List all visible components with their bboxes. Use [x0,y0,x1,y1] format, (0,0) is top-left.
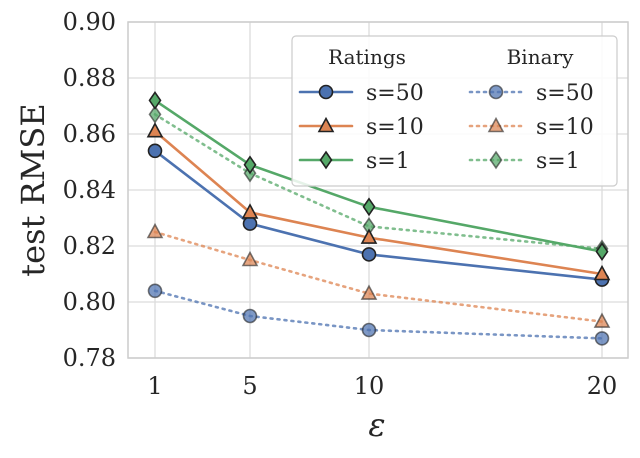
legend-entry: s=10 [298,115,424,140]
series-layer [146,90,611,346]
legend-marker [317,116,335,133]
legend-marker [318,84,334,100]
y-tick-label: 0.82 [63,232,116,260]
y-tick-label: 0.84 [63,176,116,204]
legend-marker [488,84,504,100]
plot-frame [127,21,629,359]
series-line [153,113,604,251]
data-point [242,216,258,231]
grid [128,21,628,359]
legend-label: s=10 [366,115,424,140]
legend-entry: s=10 [468,115,594,140]
legend-entry: s=50 [298,81,424,106]
data-point [241,203,259,219]
series-line [153,149,604,281]
legend-entries: s=50 s=10 s=1 s=50 s=10 s=1 [298,81,594,174]
series-line [153,289,604,340]
data-point [243,155,257,175]
legend-label: s=1 [536,149,580,174]
y-tick-label: 0.88 [63,64,116,92]
data-point [146,222,164,239]
data-point [147,283,163,299]
y-tick-label: 0.86 [63,120,116,148]
data-point [361,247,377,262]
legend-marker [489,150,503,170]
legend-entry: s=1 [468,149,580,174]
y-tick-label: 0.78 [63,344,116,372]
data-point [594,331,610,346]
x-tick-label: 1 [147,372,162,400]
series-binary-s50 [147,283,610,346]
data-point [360,228,378,244]
series-ratings-s10 [146,122,611,281]
series-line [153,230,604,323]
legend-box [291,35,618,187]
legend-label: s=10 [536,115,594,140]
y-axis-ticks: 0.78 0.80 0.82 0.84 0.86 0.88 0.90 [63,8,116,372]
x-tick-label: 20 [587,372,618,400]
legend-label: s=1 [366,149,410,174]
legend-marker [319,150,333,170]
y-tick-label: 0.90 [63,8,116,36]
data-point [242,308,258,324]
data-point [593,264,611,281]
data-point [593,312,611,328]
data-point [147,143,163,159]
legend-entry: s=50 [468,81,594,106]
series-binary-s10 [146,222,611,328]
data-point [360,284,378,300]
legend-group-title-ratings: Ratings [328,45,406,69]
y-axis-label: test RMSE [14,103,52,276]
data-point [148,90,162,110]
legend-entry: s=1 [298,149,410,174]
x-axis-label: ε [368,406,385,444]
legend-label: s=50 [366,81,424,106]
y-tick-label: 0.80 [63,288,116,316]
legend-group-title-binary: Binary [507,45,574,69]
legend-marker [487,116,505,133]
series-line [153,129,604,276]
x-tick-label: 10 [354,372,385,400]
data-point [595,242,609,262]
data-point [241,250,259,267]
x-axis-ticks: 1 5 10 20 [147,372,617,400]
data-point [361,322,377,338]
legend: Ratings Binary s=50 s=10 s=1 s=50 s=10 s=1 [291,35,618,187]
x-tick-label: 5 [242,372,257,400]
data-point [146,122,164,138]
data-point [362,197,376,217]
legend-label: s=50 [536,81,594,106]
